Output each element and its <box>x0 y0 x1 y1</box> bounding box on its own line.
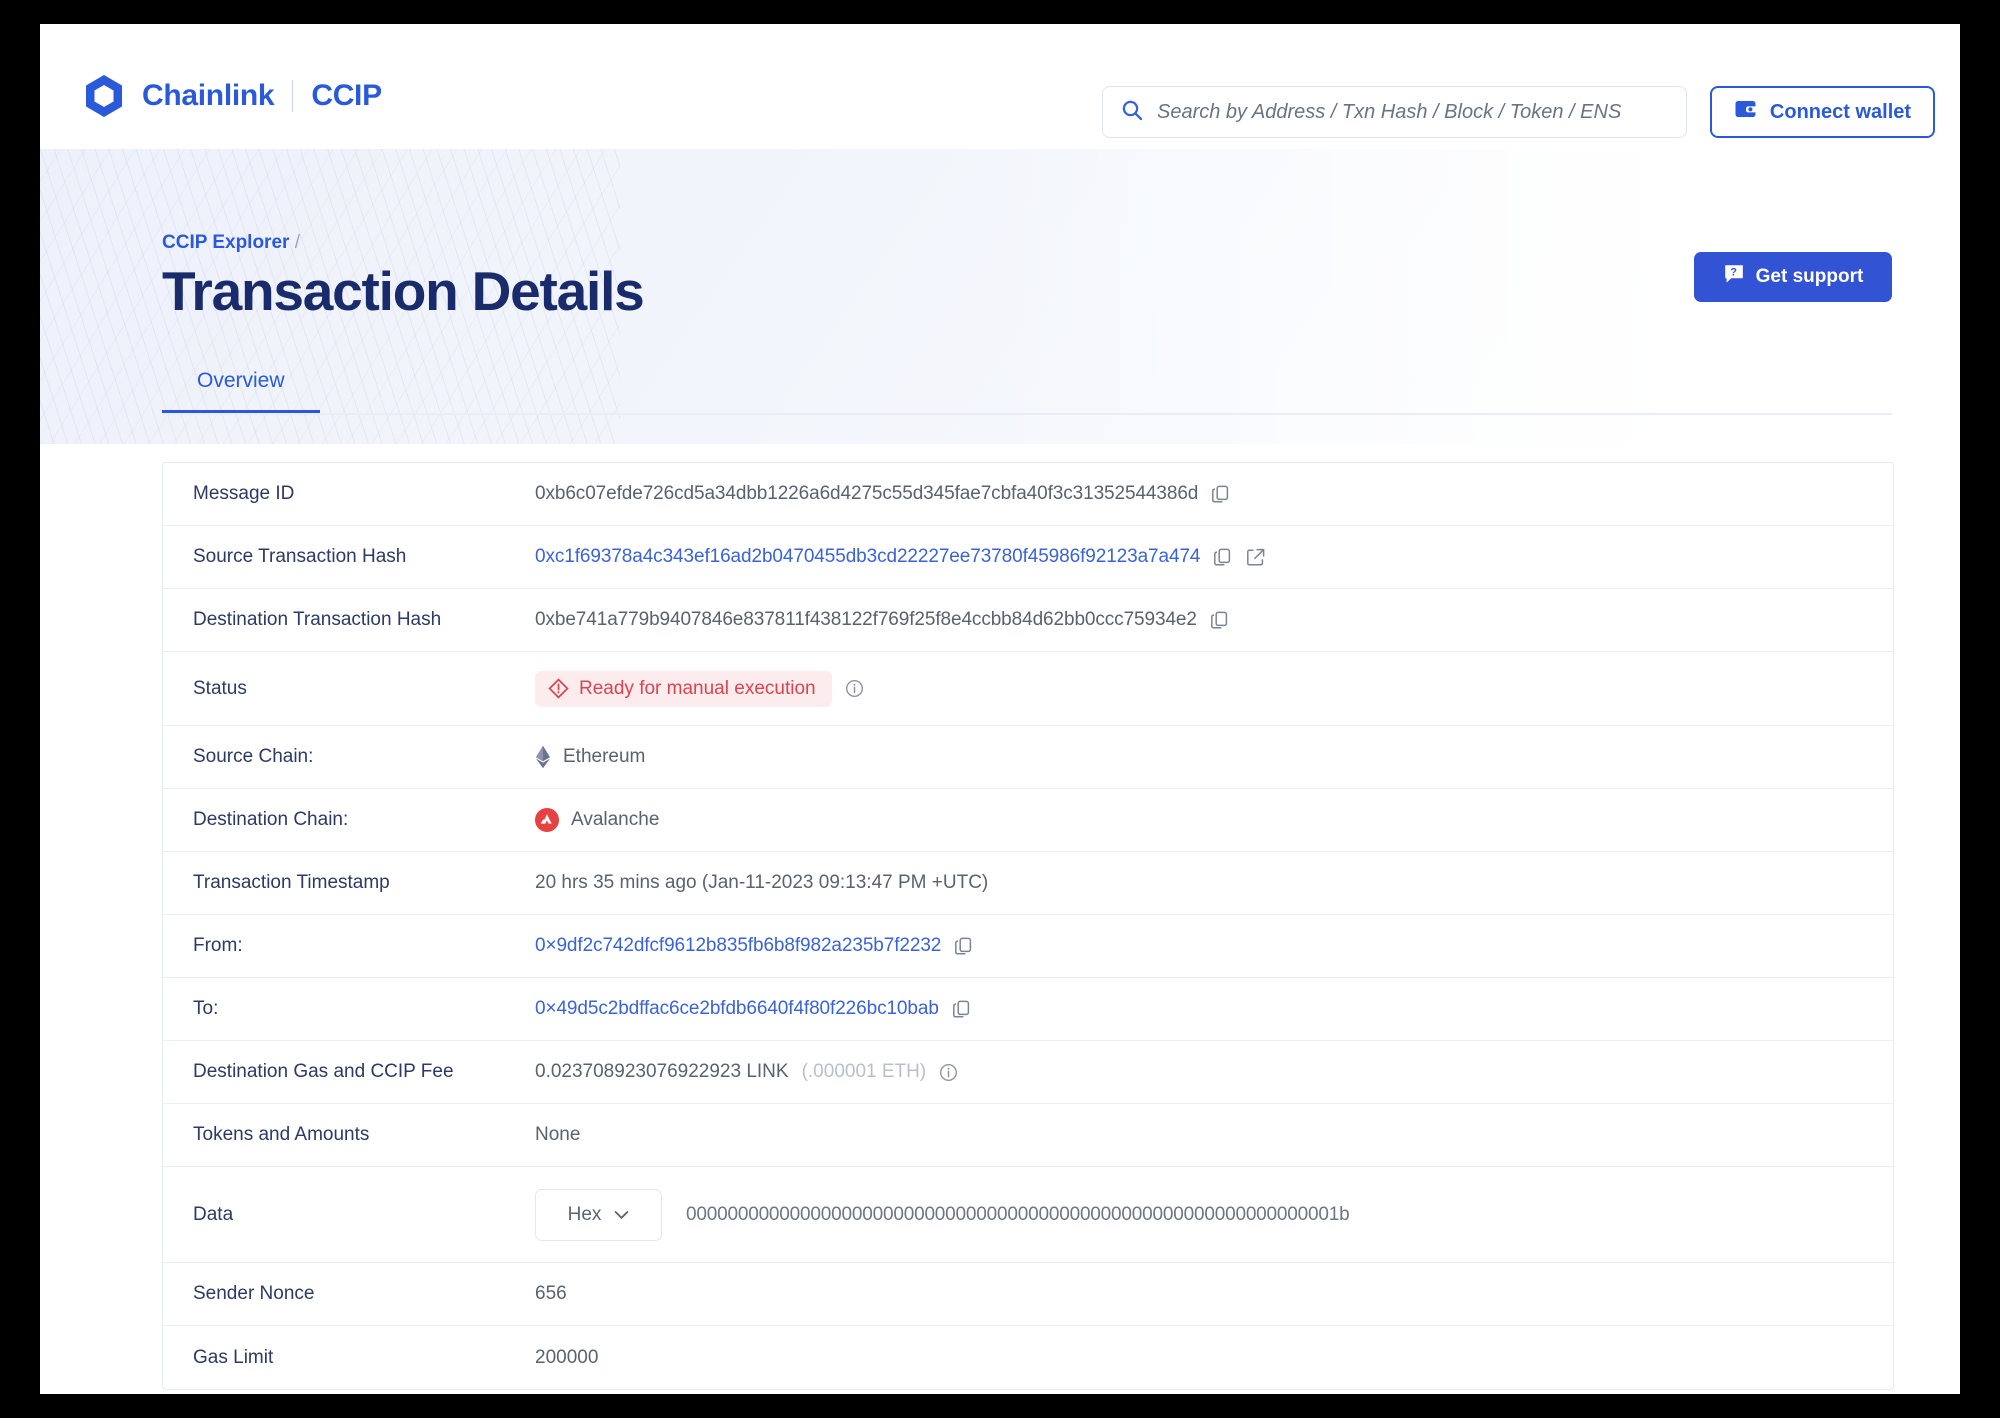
row-value-group: 20 hrs 35 mins ago (Jan-11-2023 09:13:47… <box>535 872 988 894</box>
tab-overview[interactable]: Overview <box>162 369 320 413</box>
brand-name: Chainlink <box>142 79 275 112</box>
breadcrumb-separator: / <box>294 232 300 253</box>
source-transaction-hash-link[interactable]: 0xc1f69378a4c343ef16ad2b0470455db3cd2222… <box>535 546 1201 567</box>
row-label: Source Transaction Hash <box>193 546 407 567</box>
brand-divider <box>292 80 294 112</box>
table-row-source-transaction-hash: Source Transaction Hash 0xc1f69378a4c343… <box>163 526 1893 589</box>
row-label: Destination Chain: <box>193 809 349 830</box>
connect-wallet-label: Connect wallet <box>1769 100 1912 123</box>
chainlink-hexagon-logo-icon <box>80 72 128 120</box>
svg-text:?: ? <box>1730 266 1737 278</box>
copy-icon[interactable] <box>1210 610 1230 630</box>
breadcrumb: CCIP Explorer / <box>162 232 300 254</box>
row-value-group: Ready for manual execution <box>535 670 864 707</box>
data-format-selected-value: Hex <box>567 1203 602 1225</box>
row-value-group: 0×9df2c742dfcf9612b835fb6b8f982a235b7f22… <box>535 935 974 957</box>
row-label: Data <box>193 1203 234 1225</box>
row-label: Source Chain: <box>193 746 314 767</box>
message-id-value: 0xb6c07efde726cd5a34dbb1226a6d4275c55d34… <box>535 483 1199 504</box>
row-value-group: 0xbe741a779b9407846e837811f438122f769f25… <box>535 609 1230 631</box>
row-value-group: 0×49d5c2bdffac6ce2bfdb6640f4f80f226bc10b… <box>535 998 972 1020</box>
status-badge-label: Ready for manual execution <box>579 677 816 699</box>
gas-limit-value: 200000 <box>535 1346 599 1368</box>
row-label: Sender Nonce <box>193 1283 315 1304</box>
row-value-group: None <box>535 1124 580 1146</box>
source-chain-label: Ethereum <box>563 746 646 767</box>
table-row-data: Data Hex 0000000000000000000000000000000… <box>163 1167 1893 1263</box>
table-row-gas-limit: Gas Limit 200000 <box>163 1326 1893 1389</box>
search-icon <box>1121 99 1143 126</box>
table-row-sender-nonce: Sender Nonce 656 <box>163 1263 1893 1326</box>
tab-bar: Overview <box>162 369 1892 415</box>
destination-chain-group: Avalanche <box>535 808 659 832</box>
connect-wallet-button[interactable]: Connect wallet <box>1710 86 1935 138</box>
data-hex-value: 0000000000000000000000000000000000000000… <box>686 1203 1350 1225</box>
copy-icon[interactable] <box>1211 484 1231 504</box>
tokens-and-amounts-value: None <box>535 1124 581 1145</box>
row-value-group: 0xb6c07efde726cd5a34dbb1226a6d4275c55d34… <box>535 483 1231 505</box>
page-title: Transaction Details <box>162 260 645 322</box>
top-navigation-bar: Chainlink CCIP Connect wallet <box>40 24 1960 149</box>
search-input[interactable] <box>1157 100 1668 124</box>
row-label: Status <box>193 677 247 699</box>
row-label: Transaction Timestamp <box>193 872 390 893</box>
table-row-destination-transaction-hash: Destination Transaction Hash 0xbe741a779… <box>163 589 1893 652</box>
info-icon[interactable] <box>939 1063 958 1082</box>
row-value-group: 0.023708923076922923 LINK (.000001 ETH) <box>535 1061 958 1083</box>
table-row-destination-gas-and-ccip-fee: Destination Gas and CCIP Fee 0.023708923… <box>163 1041 1893 1104</box>
table-row-tokens-and-amounts: Tokens and Amounts None <box>163 1104 1893 1167</box>
row-value-group: Ethereum <box>535 745 645 769</box>
source-chain-group: Ethereum <box>535 745 645 769</box>
table-row-to: To: 0×49d5c2bdffac6ce2bfdb6640f4f80f226b… <box>163 978 1893 1041</box>
transaction-details-table: Message ID 0xb6c07efde726cd5a34dbb1226a6… <box>162 462 1894 1390</box>
info-icon[interactable] <box>845 679 864 698</box>
row-label: Destination Gas and CCIP Fee <box>193 1061 454 1082</box>
external-link-icon[interactable] <box>1246 547 1266 567</box>
row-label: Message ID <box>193 483 295 504</box>
destination-transaction-hash-value: 0xbe741a779b9407846e837811f438122f769f25… <box>535 609 1197 630</box>
alert-diamond-icon <box>548 678 569 699</box>
wallet-icon <box>1734 98 1758 126</box>
avalanche-icon <box>535 808 559 832</box>
row-label: Gas Limit <box>193 1346 274 1368</box>
copy-icon[interactable] <box>952 999 972 1019</box>
table-row-destination-chain: Destination Chain: Avalanche <box>163 789 1893 852</box>
sender-nonce-value: 656 <box>535 1283 567 1304</box>
table-row-source-chain: Source Chain: Ethereum <box>163 726 1893 789</box>
data-format-dropdown[interactable]: Hex <box>535 1188 662 1241</box>
status-badge: Ready for manual execution <box>535 670 832 707</box>
table-row-message-id: Message ID 0xb6c07efde726cd5a34dbb1226a6… <box>163 463 1893 526</box>
copy-icon[interactable] <box>1213 547 1233 567</box>
brand-product: CCIP <box>311 79 382 112</box>
ethereum-icon <box>535 745 551 769</box>
chevron-down-icon <box>614 1204 629 1226</box>
from-address-link[interactable]: 0×9df2c742dfcf9612b835fb6b8f982a235b7f22… <box>535 935 942 956</box>
table-row-transaction-timestamp: Transaction Timestamp 20 hrs 35 mins ago… <box>163 852 1893 915</box>
transaction-timestamp-value: 20 hrs 35 mins ago (Jan-11-2023 09:13:47… <box>535 872 989 893</box>
help-chat-icon: ? <box>1723 263 1745 291</box>
row-value-group: 656 <box>535 1283 567 1305</box>
search-bar[interactable] <box>1102 86 1687 138</box>
row-value-group: Avalanche <box>535 808 659 832</box>
fee-secondary-value: (.000001 ETH) <box>801 1061 927 1082</box>
table-row-from: From: 0×9df2c742dfcf9612b835fb6b8f982a23… <box>163 915 1893 978</box>
table-row-status: Status Ready for manual execution <box>163 652 1893 726</box>
row-value-group: 0xc1f69378a4c343ef16ad2b0470455db3cd2222… <box>535 546 1266 568</box>
breadcrumb-link-ccip-explorer[interactable]: CCIP Explorer <box>162 232 290 253</box>
get-support-label: Get support <box>1755 266 1864 287</box>
row-value-group: Hex 000000000000000000000000000000000000… <box>535 1188 1350 1241</box>
brand-logo-group[interactable]: Chainlink CCIP <box>80 72 382 120</box>
fee-value: 0.023708923076922923 LINK <box>535 1061 789 1082</box>
row-label: Destination Transaction Hash <box>193 609 442 630</box>
copy-icon[interactable] <box>954 936 974 956</box>
row-label: To: <box>193 998 219 1019</box>
row-label: Tokens and Amounts <box>193 1124 370 1145</box>
get-support-button[interactable]: ? Get support <box>1694 252 1892 302</box>
destination-chain-label: Avalanche <box>571 809 660 830</box>
app-window: Chainlink CCIP Connect wallet <box>40 24 1960 1394</box>
row-label: From: <box>193 935 243 956</box>
row-value-group: 200000 <box>535 1347 598 1369</box>
to-address-link[interactable]: 0×49d5c2bdffac6ce2bfdb6640f4f80f226bc10b… <box>535 998 939 1019</box>
